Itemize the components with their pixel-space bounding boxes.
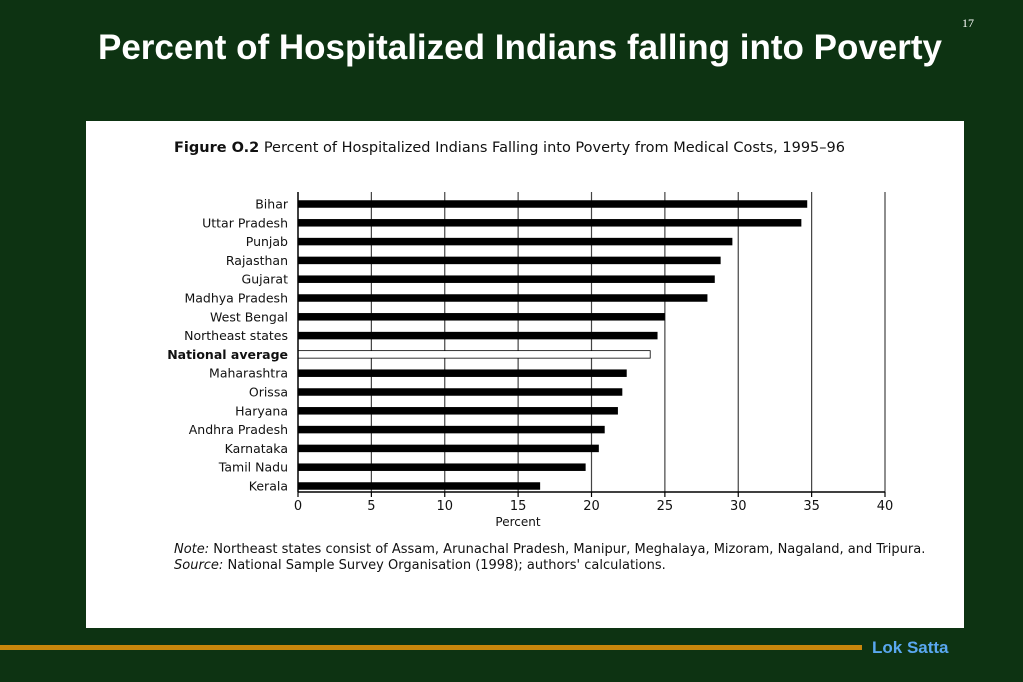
footer-rule bbox=[0, 645, 862, 650]
bar bbox=[298, 463, 586, 471]
category-label: Tamil Nadu bbox=[218, 460, 288, 475]
category-label: Madhya Pradesh bbox=[184, 291, 288, 306]
x-tick-label: 15 bbox=[510, 499, 527, 514]
bar bbox=[298, 294, 708, 302]
category-labels: Bihar Uttar Pradesh Punjab Rajasthan Gujarat… bbox=[167, 197, 289, 494]
category-label: Karnataka bbox=[225, 441, 288, 456]
x-tick-label: 35 bbox=[803, 499, 820, 514]
category-label: Kerala bbox=[249, 479, 288, 494]
category-label: Andhra Pradesh bbox=[189, 422, 288, 437]
slide-title: Percent of Hospitalized Indians falling … bbox=[97, 28, 943, 67]
note-text: Northeast states consist of Assam, Aruna… bbox=[213, 542, 926, 557]
x-tick-label: 40 bbox=[877, 499, 894, 514]
category-label: Punjab bbox=[246, 234, 288, 249]
note-label: Note: bbox=[174, 542, 210, 557]
category-label: Rajasthan bbox=[226, 253, 288, 268]
bar bbox=[298, 425, 605, 434]
category-label: Northeast states bbox=[184, 328, 288, 343]
bar bbox=[298, 219, 802, 227]
bar bbox=[298, 275, 715, 283]
footer-label: Lok Satta bbox=[872, 638, 949, 657]
bar-chart: Bihar Uttar Pradesh Punjab Rajasthan Gujarat… bbox=[167, 192, 893, 529]
bar bbox=[298, 313, 665, 321]
bar bbox=[298, 444, 599, 453]
x-tick-label: 30 bbox=[730, 499, 747, 514]
bar bbox=[298, 237, 733, 246]
source-line: Source: National Sample Survey Organisat… bbox=[174, 558, 934, 574]
category-label: Haryana bbox=[235, 403, 288, 418]
category-label: Orissa bbox=[249, 385, 288, 400]
category-label: Maharashtra bbox=[209, 366, 288, 381]
bar bbox=[298, 331, 658, 340]
figure-caption: Figure O.2 Percent of Hospitalized India… bbox=[174, 139, 934, 157]
x-tick-label: 0 bbox=[294, 499, 302, 514]
figure-panel: Figure O.2 Percent of Hospitalized India… bbox=[86, 121, 964, 628]
bar bbox=[298, 388, 623, 396]
figure-notes: Note: Northeast states consist of Assam,… bbox=[174, 542, 934, 574]
bar bbox=[297, 350, 651, 359]
note-line: Note: Northeast states consist of Assam,… bbox=[174, 542, 934, 558]
category-label: Gujarat bbox=[242, 272, 289, 287]
source-label: Source: bbox=[174, 558, 224, 573]
figure-number: Figure O.2 bbox=[174, 140, 260, 156]
x-axis-label: Percent bbox=[495, 515, 540, 529]
x-tick-label: 20 bbox=[583, 499, 600, 514]
x-axis: 0 5 10 15 20 25 30 35 40 Percent bbox=[294, 192, 893, 529]
x-tick-label: 10 bbox=[436, 499, 453, 514]
category-label: Bihar bbox=[255, 197, 289, 212]
bar bbox=[298, 407, 618, 415]
bar bbox=[298, 200, 808, 208]
bar bbox=[298, 256, 721, 265]
x-tick-label: 25 bbox=[657, 499, 674, 514]
figure-caption-text: Percent of Hospitalized Indians Falling … bbox=[263, 140, 845, 156]
x-tick-label: 5 bbox=[367, 499, 375, 514]
bar bbox=[298, 482, 541, 490]
category-label: West Bengal bbox=[210, 309, 288, 324]
category-label: National average bbox=[167, 347, 288, 362]
bar bbox=[298, 369, 627, 377]
bars bbox=[297, 200, 808, 490]
source-text: National Sample Survey Organisation (199… bbox=[227, 558, 666, 573]
slide-number: 17 bbox=[962, 16, 974, 30]
category-label: Uttar Pradesh bbox=[202, 215, 288, 230]
